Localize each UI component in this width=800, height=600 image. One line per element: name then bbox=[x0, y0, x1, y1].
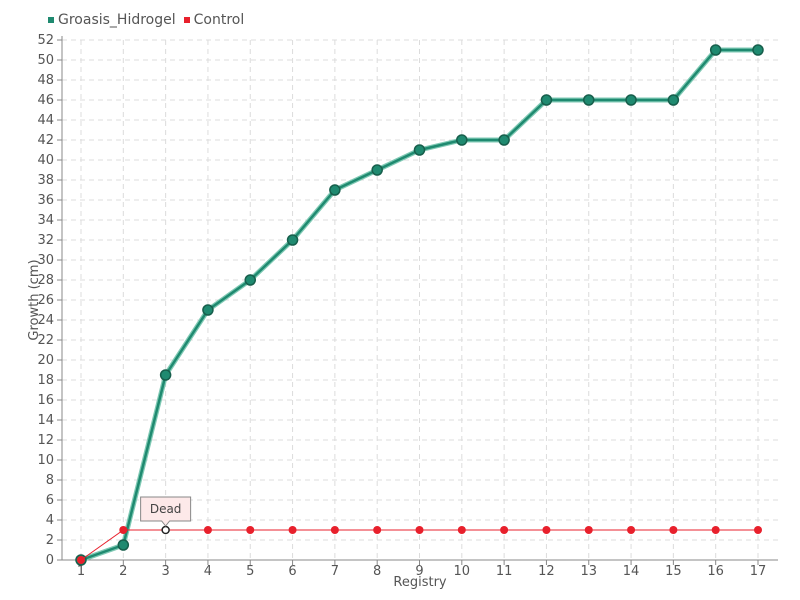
data-point bbox=[286, 234, 299, 246]
data-point bbox=[542, 526, 551, 534]
data-point bbox=[498, 134, 510, 146]
data-point bbox=[584, 526, 593, 534]
data-point bbox=[159, 369, 172, 381]
data-point bbox=[202, 304, 214, 316]
y-tick-label: 42 bbox=[37, 133, 54, 148]
data-point bbox=[709, 44, 722, 56]
y-tick-label: 10 bbox=[37, 453, 54, 468]
y-tick-label: 2 bbox=[46, 533, 54, 548]
y-tick-label: 26 bbox=[37, 293, 54, 308]
y-tick-label: 28 bbox=[37, 273, 54, 288]
x-tick-label: 11 bbox=[496, 564, 513, 579]
data-point bbox=[119, 526, 128, 534]
dead-annotation: Dead bbox=[140, 496, 192, 527]
data-point bbox=[117, 539, 130, 551]
y-tick-label: 34 bbox=[37, 213, 54, 228]
series-groasis-hidrogel bbox=[75, 44, 764, 566]
x-tick-label: 9 bbox=[415, 564, 423, 579]
data-point bbox=[625, 94, 637, 106]
x-axis-title: Registry bbox=[393, 575, 447, 590]
data-point bbox=[371, 164, 383, 176]
y-tick-label: 24 bbox=[37, 313, 54, 328]
y-tick-label: 18 bbox=[37, 373, 54, 388]
data-point bbox=[244, 274, 256, 286]
data-point bbox=[667, 94, 680, 106]
y-tick-label: 46 bbox=[37, 93, 54, 108]
y-tick-label: 4 bbox=[46, 513, 54, 528]
x-tick-label: 1 bbox=[77, 564, 85, 579]
y-tick-label: 8 bbox=[46, 473, 54, 488]
y-tick-label: 30 bbox=[37, 253, 54, 268]
data-point bbox=[329, 184, 341, 196]
y-tick-label: 38 bbox=[37, 173, 54, 188]
data-point bbox=[413, 144, 426, 156]
x-tick-label: 13 bbox=[580, 564, 597, 579]
x-tick-label: 17 bbox=[750, 564, 767, 579]
x-tick-label: 4 bbox=[204, 564, 212, 579]
x-tick-label: 2 bbox=[119, 564, 127, 579]
y-tick-label: 6 bbox=[46, 493, 54, 508]
x-tick-label: 6 bbox=[288, 564, 296, 579]
y-tick-label: 36 bbox=[37, 193, 54, 208]
data-point bbox=[627, 526, 636, 534]
y-tick-label: 32 bbox=[37, 233, 54, 248]
y-tick-label: 0 bbox=[46, 553, 54, 568]
legend-label-groasis: Groasis_Hidrogel bbox=[58, 12, 176, 28]
data-point bbox=[415, 526, 424, 534]
data-point bbox=[669, 526, 678, 534]
x-tick-label: 5 bbox=[246, 564, 254, 579]
data-point bbox=[500, 526, 509, 534]
y-tick-label: 48 bbox=[37, 73, 54, 88]
y-axis-title: Growth (cm) bbox=[27, 259, 42, 340]
legend-item-groasis[interactable]: Groasis_Hidrogel bbox=[48, 12, 176, 28]
x-tick-label: 7 bbox=[331, 564, 339, 579]
data-point bbox=[711, 526, 720, 534]
y-tick-labels: 0246810121416182022242628303234363840424… bbox=[37, 33, 54, 568]
data-point bbox=[330, 526, 339, 534]
data-point bbox=[754, 526, 762, 534]
x-tick-label: 3 bbox=[161, 564, 169, 579]
y-tick-label: 52 bbox=[37, 33, 54, 48]
tooltip-text: Dead bbox=[150, 502, 182, 516]
y-tick-label: 12 bbox=[37, 433, 54, 448]
y-tick-label: 40 bbox=[37, 153, 54, 168]
data-point bbox=[203, 526, 212, 534]
x-tick-label: 14 bbox=[623, 564, 640, 579]
data-point bbox=[540, 94, 553, 106]
y-tick-label: 14 bbox=[37, 413, 54, 428]
data-point bbox=[77, 556, 85, 564]
data-point bbox=[246, 526, 255, 534]
x-tick-label: 16 bbox=[707, 564, 724, 579]
tooltip-box bbox=[140, 496, 192, 527]
x-tick-label: 12 bbox=[538, 564, 555, 579]
data-point bbox=[752, 44, 764, 56]
y-tick-label: 22 bbox=[37, 333, 54, 348]
legend: Groasis_Hidrogel Control bbox=[48, 12, 252, 28]
x-tick-labels: 1 2 3 4 5 6 7 8 9 10 11 12 13 14 15 16 17 bbox=[77, 564, 766, 579]
data-point bbox=[583, 94, 595, 106]
y-tick-label: 44 bbox=[37, 113, 54, 128]
data-point bbox=[457, 526, 466, 534]
x-tick-label: 10 bbox=[454, 564, 471, 579]
data-point-highlighted bbox=[161, 525, 170, 535]
x-tick-label: 8 bbox=[373, 564, 381, 579]
grid bbox=[62, 39, 778, 560]
axes bbox=[57, 36, 778, 565]
legend-swatch-control bbox=[183, 17, 190, 23]
series-layer bbox=[75, 44, 764, 566]
legend-item-control[interactable]: Control bbox=[183, 12, 245, 28]
data-point bbox=[288, 526, 297, 534]
data-point bbox=[373, 526, 382, 534]
data-point bbox=[456, 134, 468, 146]
legend-label-control: Control bbox=[193, 12, 245, 28]
y-tick-label: 20 bbox=[37, 353, 54, 368]
x-tick-label: 15 bbox=[665, 564, 682, 579]
legend-swatch-groasis bbox=[48, 17, 54, 23]
y-tick-label: 50 bbox=[37, 53, 54, 68]
y-tick-label: 16 bbox=[37, 393, 54, 408]
